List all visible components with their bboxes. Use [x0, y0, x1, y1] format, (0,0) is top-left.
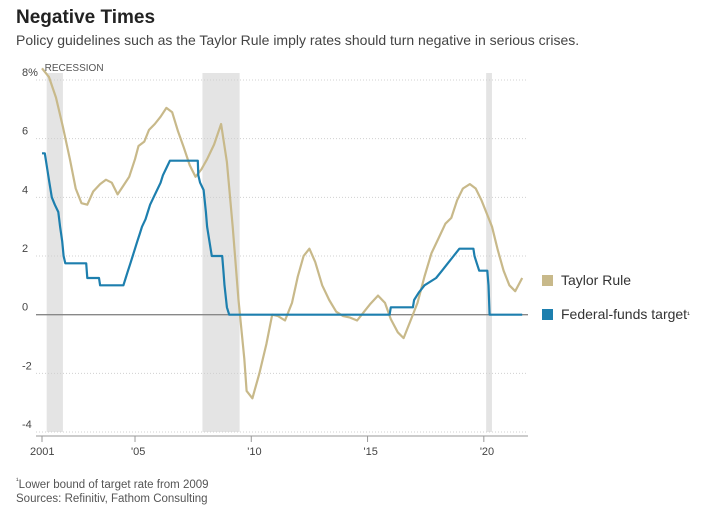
chart-title: Negative Times [16, 7, 156, 28]
x-tick-label: 2001 [30, 446, 54, 458]
y-tick-label: 2 [22, 243, 28, 255]
series-line-taylor [41, 67, 524, 400]
chart-subtitle: Policy guidelines such as the Taylor Rul… [16, 32, 580, 48]
x-tick-label: '20 [480, 446, 494, 458]
legend-footnote-mark: ¹ [687, 309, 690, 319]
y-axis-ticks: 8% 6 4 2 0 -2 -4 [22, 67, 38, 431]
legend-fed-funds: Federal-funds target ¹ [542, 306, 690, 322]
x-tick-label: '05 [131, 446, 145, 458]
recession-band-2 [486, 73, 492, 432]
footnote-mark: ¹ [16, 476, 19, 485]
series-line-fed [42, 152, 523, 316]
legend-taylor-rule: Taylor Rule [542, 272, 631, 288]
x-tick-label: '10 [247, 446, 261, 458]
y-tick-label: 4 [22, 184, 28, 196]
legend-swatch-taylor [542, 274, 553, 286]
y-tick-label: 6 [22, 126, 28, 138]
footnote-text: Lower bound of target rate from 2009 [18, 478, 209, 491]
footnote: ¹Lower bound of target rate from 2009 [16, 476, 209, 491]
series-lines [41, 67, 524, 400]
recession-bands [46, 73, 492, 432]
recession-band-0 [46, 73, 63, 432]
recession-band-1 [202, 73, 240, 432]
y-tick-label: 0 [22, 302, 28, 314]
recession-label: RECESSION [45, 63, 104, 74]
y-tick-label: 8% [22, 67, 38, 79]
legend-swatch-fed [542, 308, 553, 320]
legend-label-taylor: Taylor Rule [561, 272, 632, 288]
legend-label-fed: Federal-funds target [561, 306, 688, 322]
x-tick-label: '15 [364, 446, 378, 458]
x-axis-ticks: 2001 '05 '10 '15 '20 [30, 435, 528, 458]
sources: Sources: Refinitiv, Fathom Consulting [16, 493, 208, 505]
y-tick-label: -4 [22, 419, 32, 431]
y-tick-label: -2 [22, 360, 32, 372]
